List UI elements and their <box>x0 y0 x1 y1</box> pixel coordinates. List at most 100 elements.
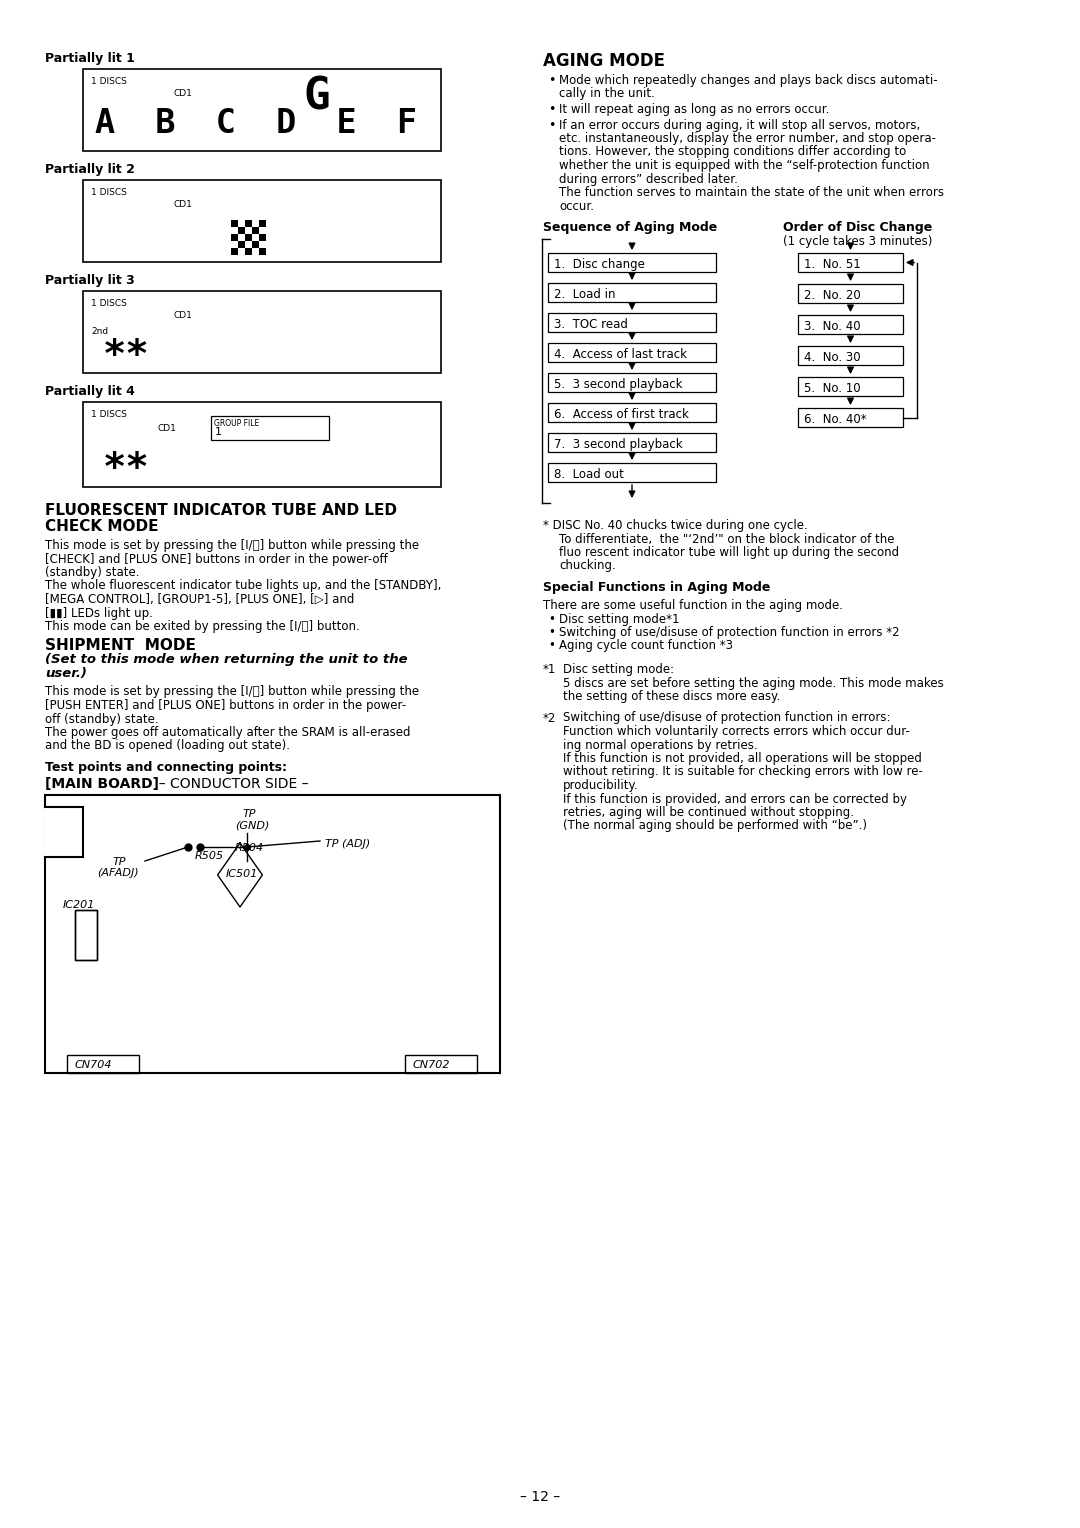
Text: 1 DISCS: 1 DISCS <box>91 188 126 197</box>
Text: The function serves to maintain the state of the unit when errors: The function serves to maintain the stat… <box>559 186 944 199</box>
Bar <box>405 1054 477 1073</box>
Text: chucking.: chucking. <box>559 559 616 573</box>
Bar <box>798 284 903 303</box>
Text: (GND): (GND) <box>235 821 269 830</box>
Text: 6.  No. 40*: 6. No. 40* <box>804 413 866 426</box>
Text: occur.: occur. <box>559 200 594 212</box>
Text: off (standby) state.: off (standby) state. <box>45 712 159 726</box>
Text: Mode which repeatedly changes and plays back discs automati-: Mode which repeatedly changes and plays … <box>559 73 937 87</box>
Text: cally in the unit.: cally in the unit. <box>559 87 654 101</box>
Text: It will repeat aging as long as no errors occur.: It will repeat aging as long as no error… <box>559 102 829 116</box>
Text: CD1: CD1 <box>158 423 177 432</box>
Text: [MAIN BOARD]: [MAIN BOARD] <box>45 778 159 792</box>
Text: Switching of use/disuse of protection function in errors *2: Switching of use/disuse of protection fu… <box>559 626 900 639</box>
Text: 2.  No. 20: 2. No. 20 <box>804 289 861 303</box>
Text: and the BD is opened (loading out state).: and the BD is opened (loading out state)… <box>45 740 291 752</box>
Bar <box>245 248 252 255</box>
Text: G: G <box>303 75 329 118</box>
Text: fluo rescent indicator tube will light up during the second: fluo rescent indicator tube will light u… <box>559 545 900 559</box>
Text: *2: *2 <box>543 712 556 724</box>
Bar <box>83 290 441 373</box>
Text: R504: R504 <box>235 843 265 853</box>
Text: (standby) state.: (standby) state. <box>45 565 139 579</box>
Text: 2nd: 2nd <box>91 327 108 336</box>
Text: etc. instantaneously, display the error number, and stop opera-: etc. instantaneously, display the error … <box>559 131 936 145</box>
Text: CD1: CD1 <box>173 89 192 98</box>
Bar <box>259 248 266 255</box>
Text: If an error occurs during aging, it will stop all servos, motors,: If an error occurs during aging, it will… <box>559 119 920 131</box>
Text: Partially lit 4: Partially lit 4 <box>45 385 135 397</box>
Text: the setting of these discs more easy.: the setting of these discs more easy. <box>563 691 780 703</box>
Text: If this function is not provided, all operations will be stopped: If this function is not provided, all op… <box>563 752 922 766</box>
Text: [MEGA CONTROL], [GROUP1-5], [PLUS ONE], [▷] and: [MEGA CONTROL], [GROUP1-5], [PLUS ONE], … <box>45 593 354 607</box>
Bar <box>548 432 716 452</box>
Text: * DISC No. 40 chucks twice during one cycle.: * DISC No. 40 chucks twice during one cy… <box>543 520 808 532</box>
Text: Switching of use/disuse of protection function in errors:: Switching of use/disuse of protection fu… <box>563 712 891 724</box>
Bar <box>245 234 252 241</box>
Text: – CONDUCTOR SIDE –: – CONDUCTOR SIDE – <box>150 778 309 792</box>
Bar <box>798 408 903 426</box>
Text: •: • <box>548 626 555 639</box>
Bar <box>44 807 84 857</box>
Text: whether the unit is equipped with the “self-protection function: whether the unit is equipped with the “s… <box>559 159 930 173</box>
Text: [CHECK] and [PLUS ONE] buttons in order in the power-off: [CHECK] and [PLUS ONE] buttons in order … <box>45 553 388 565</box>
Text: tions. However, the stopping conditions differ according to: tions. However, the stopping conditions … <box>559 145 906 159</box>
Text: Test points and connecting points:: Test points and connecting points: <box>45 761 287 775</box>
Text: 4.  Access of last track: 4. Access of last track <box>554 348 687 361</box>
Bar <box>548 463 716 481</box>
Text: Sequence of Aging Mode: Sequence of Aging Mode <box>543 222 717 234</box>
Text: ing normal operations by retries.: ing normal operations by retries. <box>563 738 758 752</box>
Text: A  B  C  D  E  F: A B C D E F <box>95 107 417 141</box>
Text: CD1: CD1 <box>173 312 192 319</box>
Bar <box>75 911 97 960</box>
Bar <box>548 403 716 422</box>
Text: Special Functions in Aging Mode: Special Functions in Aging Mode <box>543 581 770 594</box>
Text: IC501: IC501 <box>226 869 258 879</box>
Bar <box>259 220 266 228</box>
Text: Partially lit 2: Partially lit 2 <box>45 163 135 176</box>
Text: 5.  3 second playback: 5. 3 second playback <box>554 377 683 391</box>
Text: CN704: CN704 <box>75 1060 112 1070</box>
Text: – 12 –: – 12 – <box>519 1490 561 1504</box>
Bar <box>548 283 716 303</box>
Text: IC201: IC201 <box>63 900 95 911</box>
Text: Function which voluntarily corrects errors which occur dur-: Function which voluntarily corrects erro… <box>563 724 909 738</box>
Text: 1 DISCS: 1 DISCS <box>91 410 126 419</box>
Text: (Set to this mode when returning the unit to the: (Set to this mode when returning the uni… <box>45 654 407 666</box>
Text: CN702: CN702 <box>413 1060 450 1070</box>
Text: 4.  No. 30: 4. No. 30 <box>804 351 861 364</box>
Text: 5.  No. 10: 5. No. 10 <box>804 382 861 396</box>
Text: CHECK MODE: CHECK MODE <box>45 520 159 533</box>
Text: during errors” described later.: during errors” described later. <box>559 173 738 185</box>
Text: CD1: CD1 <box>173 200 192 209</box>
Text: 1 DISCS: 1 DISCS <box>91 76 126 86</box>
Text: •: • <box>548 102 555 116</box>
Text: 5 discs are set before setting the aging mode. This mode makes: 5 discs are set before setting the aging… <box>563 677 944 689</box>
Text: AGING MODE: AGING MODE <box>543 52 665 70</box>
Text: Disc setting mode*1: Disc setting mode*1 <box>559 613 679 625</box>
Text: 3.  TOC read: 3. TOC read <box>554 318 627 332</box>
Bar <box>83 69 441 151</box>
Bar <box>67 1054 139 1073</box>
Bar <box>798 345 903 365</box>
Bar <box>83 180 441 261</box>
Text: *1: *1 <box>543 663 556 675</box>
Bar <box>252 241 259 248</box>
Text: •: • <box>548 119 555 131</box>
Text: (1 cycle takes 3 minutes): (1 cycle takes 3 minutes) <box>783 235 932 248</box>
Bar <box>238 228 245 234</box>
Text: (AFADJ): (AFADJ) <box>97 868 138 879</box>
Text: SHIPMENT  MODE: SHIPMENT MODE <box>45 637 195 652</box>
Text: Partially lit 3: Partially lit 3 <box>45 274 135 287</box>
Text: TP (ADJ): TP (ADJ) <box>325 839 370 850</box>
Bar <box>548 313 716 332</box>
Text: 2.  Load in: 2. Load in <box>554 287 616 301</box>
Text: FLUORESCENT INDICATOR TUBE AND LED: FLUORESCENT INDICATOR TUBE AND LED <box>45 503 397 518</box>
Text: •: • <box>548 640 555 652</box>
Text: There are some useful function in the aging mode.: There are some useful function in the ag… <box>543 599 843 613</box>
Text: **: ** <box>103 338 150 374</box>
Bar <box>75 911 97 960</box>
Bar <box>252 228 259 234</box>
Text: •: • <box>548 73 555 87</box>
Text: 8.  Load out: 8. Load out <box>554 468 624 481</box>
